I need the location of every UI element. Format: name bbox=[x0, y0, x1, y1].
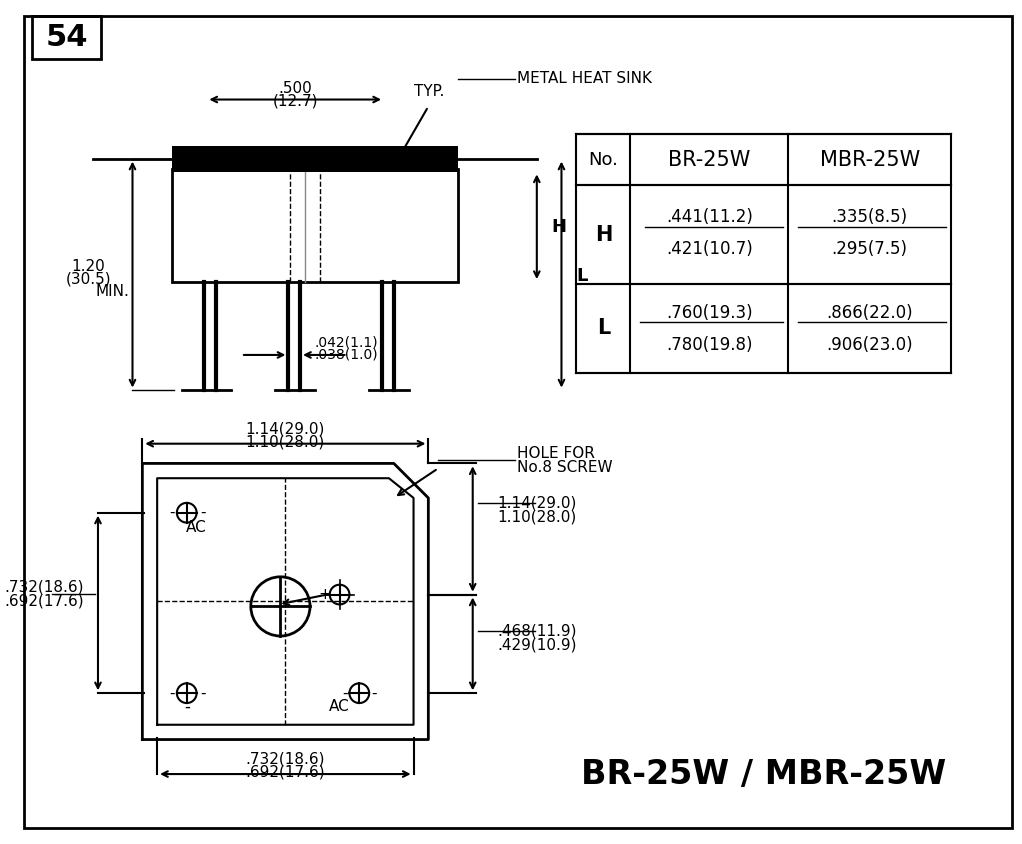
Text: (30.5): (30.5) bbox=[65, 272, 111, 286]
Text: 1.10(28.0): 1.10(28.0) bbox=[497, 509, 576, 524]
Text: .906(23.0): .906(23.0) bbox=[827, 336, 913, 354]
Text: AC: AC bbox=[329, 700, 350, 715]
Text: H: H bbox=[595, 225, 612, 245]
Text: -: - bbox=[341, 685, 347, 701]
Text: .441(11.2): .441(11.2) bbox=[666, 208, 753, 226]
Text: (12.7): (12.7) bbox=[273, 93, 318, 108]
Text: 1.10(28.0): 1.10(28.0) bbox=[245, 434, 325, 449]
Text: 54: 54 bbox=[45, 23, 88, 51]
Text: +: + bbox=[319, 587, 331, 602]
Text: .760(19.3): .760(19.3) bbox=[666, 304, 753, 322]
Text: 1.20: 1.20 bbox=[72, 259, 105, 273]
Text: .866(22.0): .866(22.0) bbox=[827, 304, 913, 322]
Text: .732(18.6): .732(18.6) bbox=[4, 579, 84, 594]
Text: .468(11.9): .468(11.9) bbox=[497, 624, 576, 639]
Bar bbox=[172, 169, 458, 282]
Text: No.: No. bbox=[589, 151, 618, 169]
Text: 1.14(29.0): 1.14(29.0) bbox=[497, 495, 576, 511]
Text: .692(17.6): .692(17.6) bbox=[4, 594, 84, 609]
Text: .780(19.8): .780(19.8) bbox=[666, 336, 752, 354]
Text: BR-25W: BR-25W bbox=[668, 149, 750, 170]
Text: .335(8.5): .335(8.5) bbox=[832, 208, 908, 226]
Text: -: - bbox=[200, 685, 206, 701]
Text: .421(10.7): .421(10.7) bbox=[666, 241, 753, 258]
Text: METAL HEAT SINK: METAL HEAT SINK bbox=[517, 72, 652, 86]
Text: -: - bbox=[200, 506, 206, 520]
Text: -: - bbox=[170, 685, 175, 701]
Text: .042(1.1): .042(1.1) bbox=[315, 335, 378, 349]
Text: -: - bbox=[184, 698, 190, 716]
Text: MBR-25W: MBR-25W bbox=[820, 149, 920, 170]
Text: L: L bbox=[576, 267, 588, 285]
Text: .429(10.9): .429(10.9) bbox=[497, 637, 576, 652]
Text: No.8 SCREW: No.8 SCREW bbox=[517, 460, 613, 475]
Bar bbox=[32, 16, 101, 59]
Text: HOLE FOR: HOLE FOR bbox=[517, 446, 595, 461]
Text: AC: AC bbox=[186, 520, 207, 535]
Text: MIN.: MIN. bbox=[96, 284, 130, 300]
Text: .038(1.0): .038(1.0) bbox=[315, 348, 378, 362]
Text: .732(18.6): .732(18.6) bbox=[245, 752, 325, 766]
Text: TYP.: TYP. bbox=[414, 84, 444, 99]
Text: .500: .500 bbox=[278, 81, 312, 96]
Bar bbox=[172, 146, 458, 171]
Text: 1.14(29.0): 1.14(29.0) bbox=[245, 421, 325, 436]
Text: H: H bbox=[552, 218, 566, 235]
Text: -: - bbox=[170, 506, 175, 520]
Text: L: L bbox=[597, 318, 610, 338]
Text: -: - bbox=[371, 685, 377, 701]
Text: .295(7.5): .295(7.5) bbox=[832, 241, 908, 258]
Text: .692(17.6): .692(17.6) bbox=[245, 765, 325, 780]
Text: BR-25W / MBR-25W: BR-25W / MBR-25W bbox=[580, 758, 946, 791]
